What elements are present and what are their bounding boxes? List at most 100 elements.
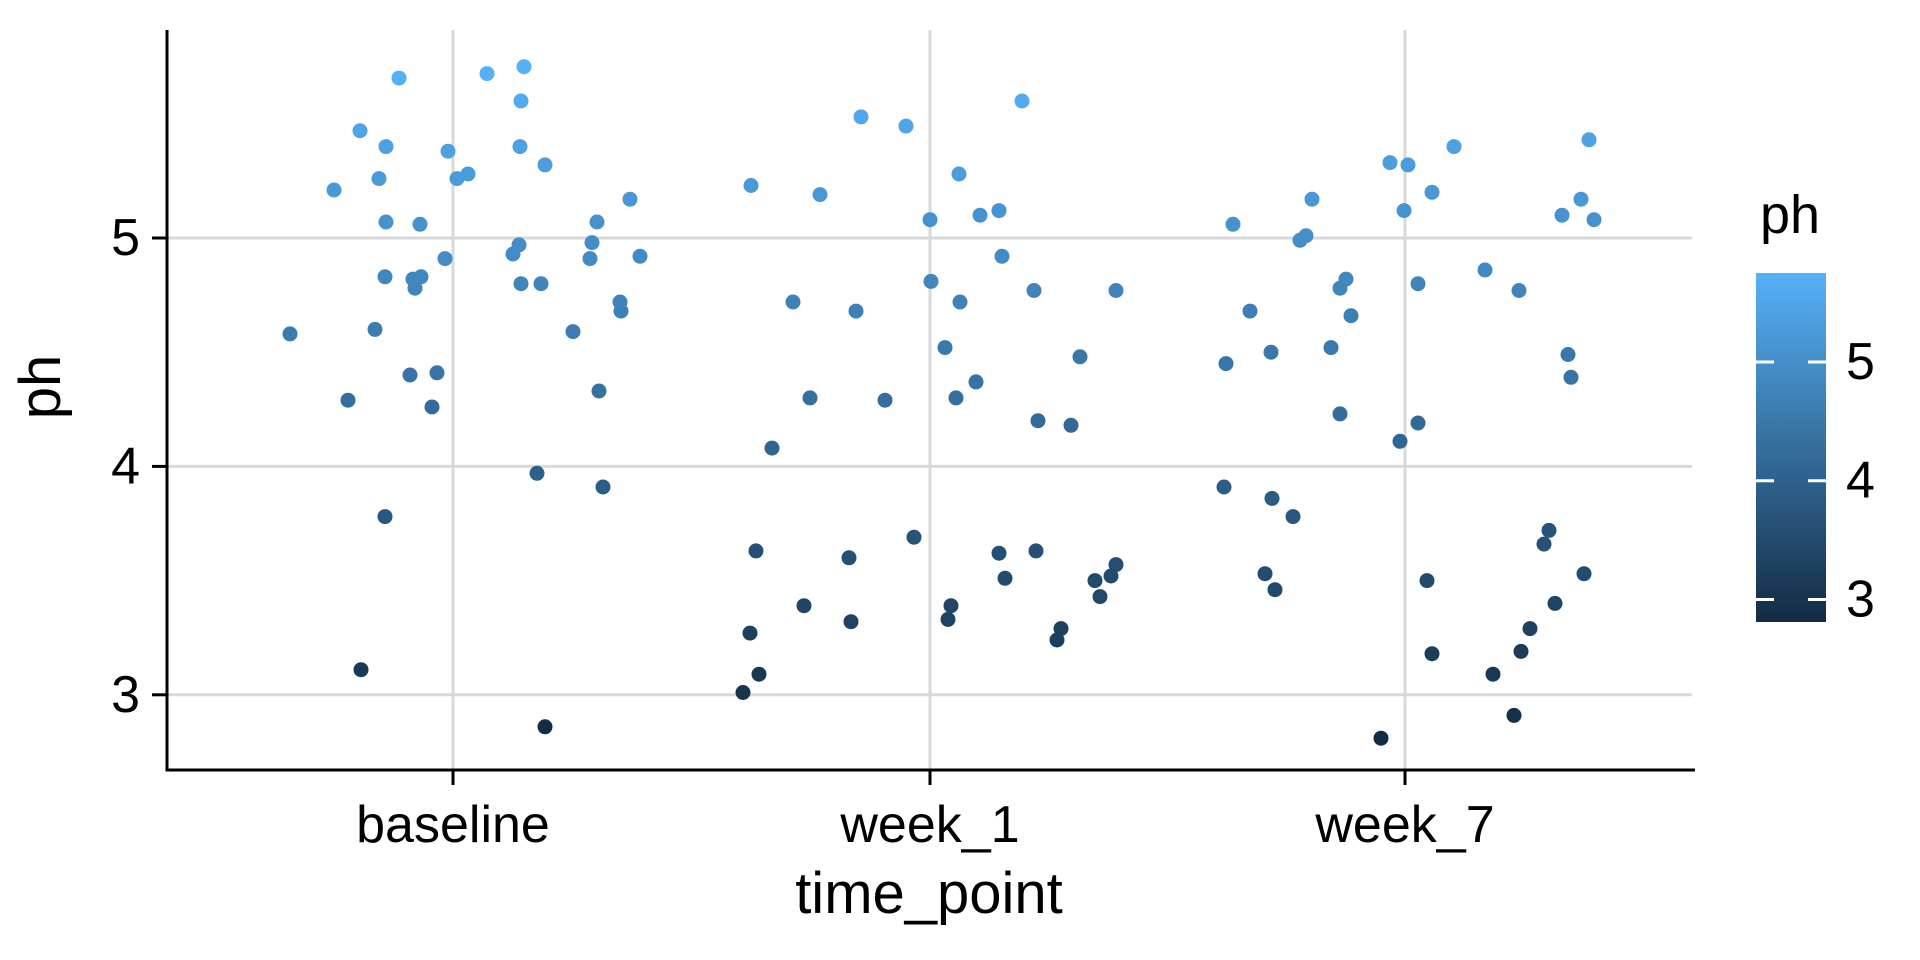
data-point bbox=[412, 216, 428, 232]
data-point bbox=[785, 294, 801, 310]
data-point bbox=[1554, 207, 1570, 223]
axis-tick-labels: 5 4 3 baseline week_1 week_7 bbox=[111, 209, 1495, 854]
data-point bbox=[1560, 347, 1576, 362]
y-tick-label: 5 bbox=[111, 209, 140, 267]
data-point bbox=[1547, 595, 1563, 611]
data-point bbox=[742, 625, 758, 641]
data-point bbox=[512, 139, 528, 155]
data-point bbox=[848, 303, 864, 319]
legend-tick-label: 3 bbox=[1846, 570, 1875, 628]
data-point bbox=[1424, 646, 1440, 662]
data-point bbox=[1323, 340, 1339, 356]
data-point bbox=[377, 509, 393, 525]
data-point bbox=[1382, 155, 1398, 171]
data-point bbox=[537, 719, 553, 735]
data-point bbox=[1343, 308, 1359, 324]
data-point bbox=[841, 550, 857, 566]
data-point bbox=[802, 390, 818, 406]
data-point bbox=[584, 235, 600, 251]
data-point bbox=[1087, 573, 1103, 589]
data-point bbox=[1563, 369, 1579, 385]
data-point bbox=[991, 545, 1007, 561]
data-point bbox=[595, 479, 611, 495]
data-point bbox=[632, 248, 648, 264]
data-point bbox=[997, 570, 1013, 586]
data-point bbox=[1373, 730, 1389, 746]
data-point bbox=[923, 273, 939, 289]
data-point bbox=[906, 529, 922, 545]
legend-ticks: 5 4 3 bbox=[1756, 333, 1875, 628]
data-point bbox=[537, 157, 553, 173]
data-point bbox=[407, 280, 423, 296]
data-point bbox=[1581, 132, 1597, 148]
data-point bbox=[922, 212, 938, 228]
data-point bbox=[282, 326, 298, 342]
data-point bbox=[1264, 490, 1280, 506]
axis-titles: time_point ph bbox=[8, 355, 1063, 926]
data-point bbox=[1400, 157, 1416, 173]
data-point bbox=[413, 269, 429, 285]
data-point bbox=[1586, 212, 1602, 228]
data-point bbox=[1419, 573, 1435, 589]
data-point bbox=[743, 178, 759, 193]
data-point bbox=[612, 294, 628, 310]
data-point bbox=[1298, 228, 1314, 244]
data-point bbox=[1536, 536, 1552, 552]
data-point bbox=[1285, 509, 1301, 525]
data-point bbox=[948, 390, 964, 406]
data-point bbox=[812, 187, 828, 203]
data-point bbox=[326, 182, 342, 198]
data-point bbox=[943, 598, 959, 614]
data-point bbox=[1053, 621, 1069, 637]
data-point bbox=[516, 59, 532, 75]
data-point bbox=[424, 399, 440, 415]
data-point bbox=[937, 340, 953, 356]
data-point bbox=[735, 685, 751, 700]
data-point bbox=[951, 166, 967, 182]
data-point bbox=[1108, 557, 1124, 573]
data-point bbox=[1506, 707, 1522, 723]
data-point bbox=[1218, 356, 1234, 372]
x-tick-label: baseline bbox=[356, 796, 550, 854]
data-point bbox=[352, 123, 368, 139]
data-point bbox=[377, 269, 393, 285]
data-point bbox=[429, 365, 445, 381]
data-point bbox=[898, 118, 914, 134]
data-point bbox=[991, 203, 1007, 219]
data-point bbox=[877, 392, 893, 408]
data-point bbox=[1485, 666, 1501, 682]
data-point bbox=[972, 207, 988, 223]
legend-tick-label: 4 bbox=[1846, 452, 1875, 510]
data-point bbox=[940, 611, 956, 627]
data-point bbox=[1103, 568, 1119, 584]
data-point bbox=[591, 383, 607, 399]
data-point bbox=[764, 440, 780, 456]
data-point bbox=[1392, 433, 1408, 449]
data-point bbox=[1026, 283, 1042, 298]
data-point bbox=[622, 191, 638, 207]
data-point bbox=[853, 109, 869, 125]
data-point bbox=[513, 276, 529, 292]
data-point bbox=[437, 251, 453, 267]
data-point bbox=[1573, 191, 1589, 207]
data-point bbox=[1410, 276, 1426, 292]
data-point bbox=[440, 143, 456, 159]
data-point bbox=[1028, 543, 1044, 559]
x-axis-title: time_point bbox=[795, 861, 1063, 926]
data-point bbox=[1267, 582, 1283, 598]
data-point bbox=[1424, 184, 1440, 200]
data-point bbox=[1338, 271, 1354, 287]
data-point bbox=[565, 324, 581, 340]
data-point bbox=[402, 367, 418, 383]
data-point bbox=[1216, 479, 1232, 495]
data-point bbox=[994, 248, 1010, 264]
panel-gridlines bbox=[167, 30, 1692, 770]
data-point bbox=[1014, 93, 1030, 109]
y-axis-title: ph bbox=[8, 355, 73, 420]
data-point bbox=[505, 246, 521, 262]
data-point bbox=[378, 139, 394, 155]
y-tick-label: 4 bbox=[111, 437, 140, 495]
legend-title: ph bbox=[1760, 185, 1820, 245]
data-point bbox=[353, 662, 369, 678]
